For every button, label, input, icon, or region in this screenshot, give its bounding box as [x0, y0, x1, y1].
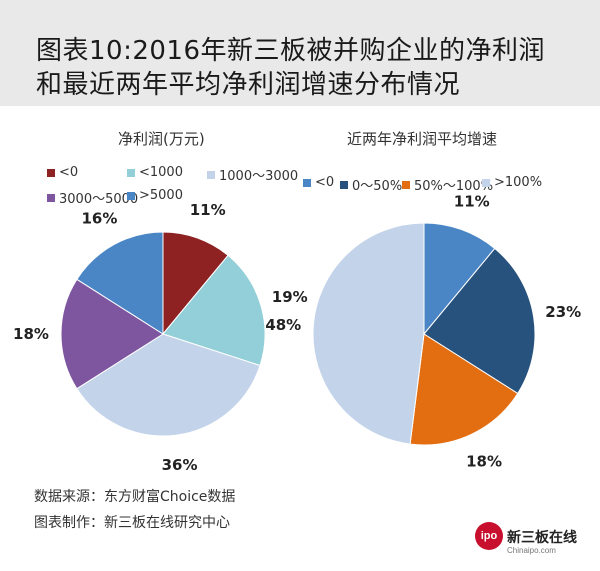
- source-note: 数据来源：东方财富Choice数据: [34, 489, 236, 505]
- chart1-title: 净利润(万元): [118, 130, 205, 148]
- title-bar: 图表10:2016年新三板被并购企业的净利润 和最近两年平均净利润增速分布情况: [0, 0, 600, 106]
- legend-swatch: [47, 193, 55, 202]
- chart2-data-label: 11%: [454, 192, 490, 210]
- chart1-legend-item: <1000: [127, 165, 183, 180]
- chart2-title: 近两年净利润平均增速: [347, 130, 498, 148]
- chart2-slice: [312, 222, 425, 445]
- chart1-slice: [162, 231, 229, 336]
- legend-swatch: [402, 180, 410, 189]
- legend-label: <0: [315, 175, 335, 190]
- chart1-data-label: 16%: [81, 209, 117, 227]
- chart1-slice: [76, 231, 164, 335]
- legend-label: 1000～3000: [219, 169, 299, 184]
- chart1-data-label: 11%: [190, 201, 226, 219]
- chart1-legend-item: <0: [47, 165, 78, 180]
- brand-logo: ipo: [475, 522, 503, 550]
- chart2-legend-item: 50%～100%: [402, 175, 493, 194]
- chart2-legend-item: <0: [303, 175, 334, 190]
- legend-label: <1000: [139, 165, 183, 180]
- legend-swatch: [127, 191, 135, 200]
- chart2-slice: [423, 222, 496, 336]
- chart1-legend-item: >5000: [127, 188, 183, 203]
- legend-swatch: [340, 180, 348, 189]
- legend-swatch: [207, 170, 215, 179]
- chart2-legend-item: >100%: [482, 175, 542, 190]
- legend-swatch: [127, 168, 135, 177]
- legend-label: <0: [59, 165, 79, 180]
- chart1-legend-item: 1000～3000: [207, 165, 298, 184]
- figure-title-line1: 图表10:2016年新三板被并购企业的净利润: [36, 36, 546, 66]
- legend-swatch: [482, 178, 490, 187]
- chart2-data-label: 18%: [466, 453, 502, 471]
- brand-url: Chinaipo.com: [507, 546, 556, 555]
- chart2-slice: [409, 333, 519, 446]
- chart1-data-label: 19%: [272, 288, 308, 306]
- maker-note: 图表制作：新三板在线研究中心: [34, 515, 230, 531]
- legend-label: 3000～5000: [59, 192, 139, 207]
- figure-title-line2: 和最近两年平均净利润增速分布情况: [36, 70, 461, 100]
- legend-swatch: [303, 178, 311, 187]
- brand-name: 新三板在线: [507, 530, 577, 546]
- chart2-data-label: 23%: [545, 303, 581, 321]
- chart1-data-label: 18%: [13, 325, 49, 343]
- chart1-data-label: 36%: [162, 456, 198, 474]
- chart2-data-label: 48%: [265, 316, 301, 334]
- chart2-legend-item: 0～50%: [340, 175, 402, 194]
- chart1-legend-item: 3000～5000: [47, 188, 138, 207]
- chart2-slice: [423, 247, 536, 395]
- legend-label: 0～50%: [352, 179, 403, 194]
- legend-label: 50%～100%: [414, 179, 494, 194]
- chart1-slice: [76, 333, 261, 437]
- legend-label: >5000: [139, 188, 183, 203]
- chart1-slice: [162, 254, 266, 367]
- legend-label: >100%: [494, 175, 543, 190]
- chart1-slice: [60, 278, 164, 390]
- legend-swatch: [47, 168, 55, 177]
